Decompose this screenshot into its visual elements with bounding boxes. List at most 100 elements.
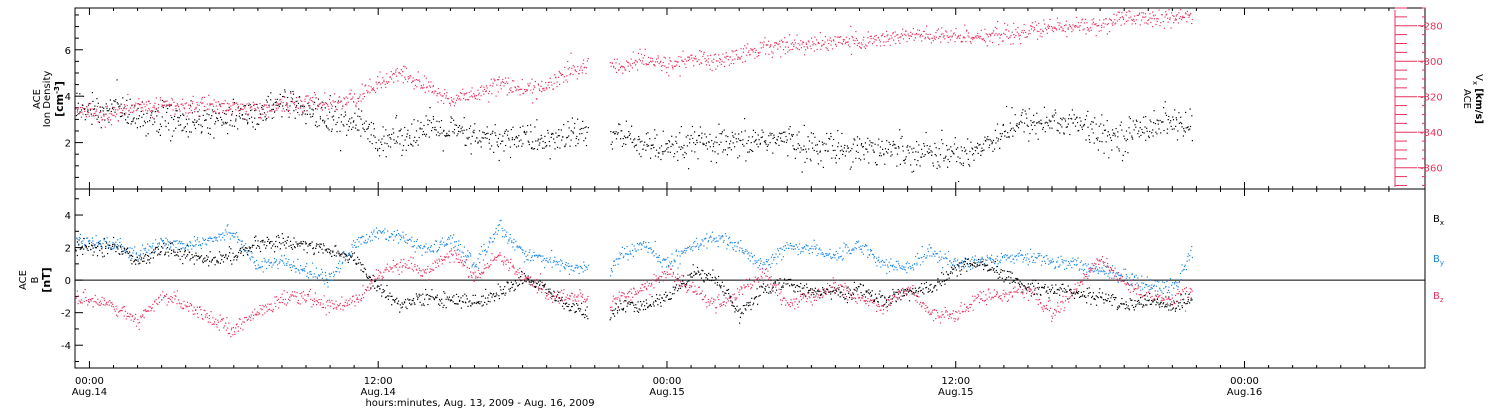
vx-point (885, 41, 887, 43)
vx-point (429, 85, 431, 87)
ion-density-point (127, 116, 129, 118)
vx-point (1083, 22, 1085, 24)
vx-point (848, 38, 850, 40)
vx-point (748, 50, 750, 52)
vx-point (190, 106, 192, 108)
vx-point (839, 42, 841, 44)
ion-density-point (165, 125, 167, 128)
by-point (76, 238, 78, 240)
ion-density-point (229, 124, 231, 126)
by-point (187, 249, 189, 251)
vx-point (122, 109, 124, 112)
vx-point (670, 60, 672, 63)
ion-density-point (960, 163, 963, 165)
ion-density-point (294, 117, 296, 119)
by-point (835, 250, 837, 253)
by-point (563, 266, 565, 268)
by-point (537, 255, 539, 257)
ion-density-point (929, 151, 931, 154)
ion-density-point (271, 117, 273, 119)
by-point (324, 272, 327, 274)
ion-density-point (544, 142, 546, 144)
ion-density-point (87, 109, 89, 111)
ion-density-point (1045, 121, 1047, 123)
vx-point (752, 51, 754, 53)
vx-point (1092, 21, 1094, 23)
by-point (381, 231, 383, 233)
vx-point (772, 52, 774, 54)
by-point (191, 248, 193, 250)
vx-point (1144, 22, 1146, 24)
bz-point (129, 316, 131, 318)
by-point (525, 250, 527, 252)
by-point (756, 260, 758, 262)
bz-point (121, 307, 123, 309)
ion-density-point (213, 137, 215, 139)
ion-density-point (136, 118, 138, 120)
vx-point (867, 37, 869, 39)
vx-point (517, 89, 519, 91)
by-point (721, 235, 724, 237)
by-point (88, 239, 90, 242)
vx-point (248, 102, 250, 104)
vx-point (195, 106, 197, 108)
vx-point (1173, 15, 1175, 17)
ion-density-point (1041, 122, 1043, 125)
ion-density-point (1044, 131, 1046, 133)
vx-point (1156, 20, 1158, 22)
vx-point (254, 103, 256, 105)
by-point (400, 235, 402, 237)
ion-density-point (1099, 140, 1101, 142)
ion-density-point (530, 148, 533, 150)
vx-point (1038, 22, 1040, 24)
vx-point (479, 99, 481, 101)
bz-point (74, 296, 76, 298)
vx-point (198, 115, 200, 117)
by-point (886, 264, 889, 266)
vx-point (170, 115, 172, 117)
vx-point (227, 110, 230, 112)
ion-density-point (1156, 119, 1158, 121)
ion-density-point (411, 123, 413, 125)
by-point (684, 252, 686, 254)
ion-density-point (721, 131, 723, 133)
by-point (769, 263, 771, 266)
by-point (1049, 262, 1051, 264)
ion-density-point (1083, 123, 1085, 126)
vx-point (109, 113, 111, 115)
vx-point (501, 81, 503, 83)
vx-point (97, 121, 99, 123)
ion-density-point (457, 133, 459, 135)
by-point (673, 259, 675, 261)
ion-density-point (276, 98, 278, 100)
ion-density-point (870, 142, 872, 144)
vx-point (656, 58, 658, 60)
ion-density-point (810, 160, 812, 162)
ion-density-point (1098, 125, 1100, 127)
vx-point (849, 46, 851, 48)
ion-density-point (143, 113, 145, 115)
ion-density-point (977, 142, 979, 144)
ion-density-point (568, 127, 570, 129)
by-point (577, 266, 579, 268)
ion-density-point (452, 131, 454, 133)
ion-density-point (831, 145, 834, 147)
ion-density-point (277, 104, 279, 106)
ion-density-point (805, 151, 807, 153)
by-point (1014, 256, 1016, 258)
ion-density-point (537, 138, 539, 140)
by-point (1189, 254, 1191, 257)
vx-point (531, 78, 533, 80)
vx-point (1112, 24, 1114, 26)
by-point (123, 250, 125, 252)
by-point (467, 250, 469, 252)
by-point (643, 241, 645, 243)
ion-density-point (845, 150, 847, 152)
by-point (387, 230, 389, 232)
ion-density-point (382, 126, 384, 128)
ion-density-point (941, 139, 943, 141)
vx-point (447, 98, 449, 100)
vx-point (1068, 24, 1070, 26)
vx-point (1120, 24, 1122, 26)
vx-point (976, 35, 978, 37)
